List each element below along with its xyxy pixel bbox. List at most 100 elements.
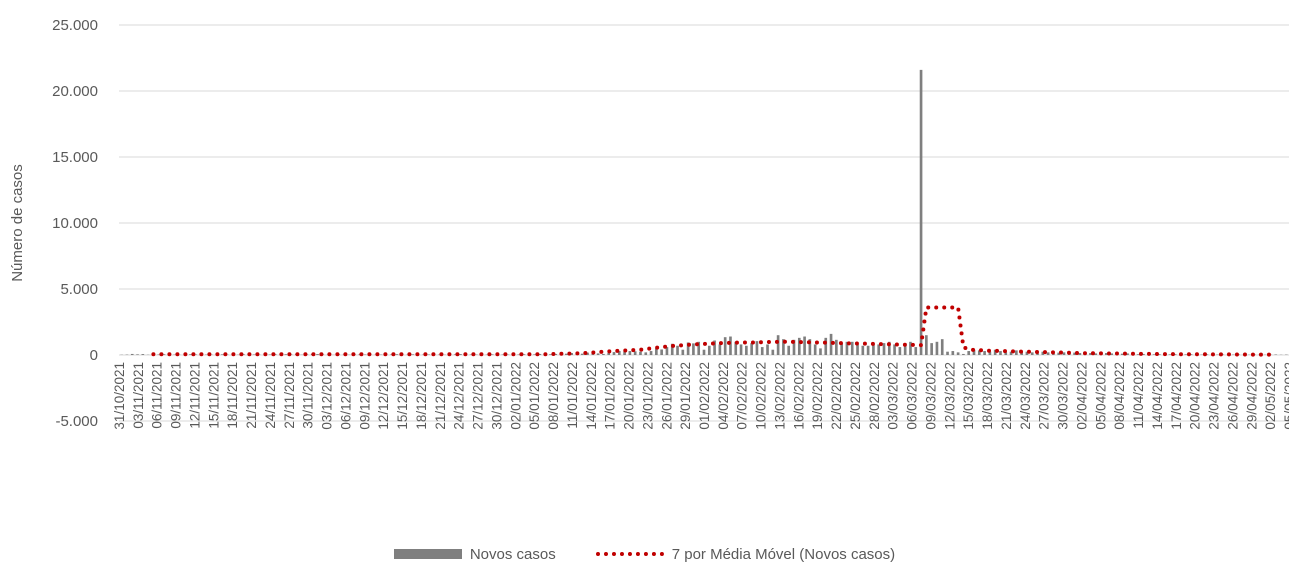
x-tick-label: 15/11/2021	[206, 362, 221, 429]
x-tick-label: 17/01/2022	[603, 362, 618, 430]
x-tick-label: 12/12/2021	[376, 362, 391, 430]
bar-novos-casos	[660, 349, 663, 355]
y-tick-label: -5.000	[55, 413, 98, 430]
legend-item-novos-casos: Novos casos	[394, 546, 556, 563]
x-tick-label: 11/04/2022	[1131, 362, 1146, 429]
bar-novos-casos	[1047, 352, 1050, 355]
bar-novos-casos	[999, 351, 1002, 355]
bar-novos-casos	[1274, 354, 1277, 355]
bar-novos-casos	[750, 343, 753, 355]
bar-novos-casos	[602, 354, 605, 355]
bar-novos-casos	[777, 335, 780, 355]
bar-novos-casos	[364, 354, 367, 355]
legend-label-media-movel: 7 por Média Móvel (Novos casos)	[672, 546, 895, 563]
bar-novos-casos	[851, 342, 854, 355]
bar-novos-casos	[131, 354, 134, 355]
x-tick-label: 15/03/2022	[961, 362, 976, 430]
x-tick-label: 18/03/2022	[980, 362, 995, 430]
bar-novos-casos	[316, 354, 319, 355]
bar-novos-casos	[1079, 353, 1082, 355]
bar-novos-casos	[962, 354, 965, 355]
bar-novos-casos	[412, 354, 415, 355]
bar-novos-casos	[936, 342, 939, 355]
x-tick-label: 21/11/2021	[244, 362, 259, 429]
x-tick-label: 27/03/2022	[1037, 362, 1052, 430]
y-tick-label: 25.000	[52, 17, 98, 34]
x-tick-label: 03/11/2021	[131, 362, 146, 429]
bar-novos-casos	[899, 347, 902, 355]
x-tick-label: 11/01/2022	[565, 362, 580, 429]
x-tick-label: 14/01/2022	[584, 362, 599, 430]
x-tick-label: 07/02/2022	[735, 362, 750, 430]
x-tick-label: 06/11/2021	[150, 362, 165, 429]
bar-novos-casos	[1184, 354, 1187, 355]
x-tick-label: 30/03/2022	[1056, 362, 1071, 430]
bar-novos-casos	[1015, 350, 1018, 355]
bar-novos-casos	[1063, 352, 1066, 355]
bar-novos-casos	[581, 354, 584, 355]
bar-novos-casos	[719, 344, 722, 355]
x-tick-label: 12/11/2021	[187, 362, 202, 429]
x-tick-label: 10/02/2022	[754, 362, 769, 430]
bar-novos-casos	[142, 354, 145, 355]
y-tick-label: 0	[90, 347, 98, 364]
bar-novos-casos	[269, 354, 272, 355]
bar-novos-casos	[396, 354, 399, 355]
bar-novos-casos	[708, 346, 711, 355]
x-tick-label: 06/03/2022	[905, 362, 920, 430]
bar-novos-casos	[745, 346, 748, 355]
x-tick-label: 21/12/2021	[433, 362, 448, 430]
bar-novos-casos	[565, 354, 568, 355]
bar-novos-casos	[814, 344, 817, 355]
bar-novos-casos	[766, 344, 769, 355]
x-tick-label: 27/12/2021	[471, 362, 486, 430]
bar-novos-casos	[946, 352, 949, 355]
bar-novos-casos	[867, 346, 870, 355]
x-tick-label: 03/12/2021	[320, 362, 335, 430]
bar-novos-casos	[952, 351, 955, 355]
bar-novos-casos	[692, 343, 695, 355]
bar-novos-casos	[862, 346, 865, 355]
bar-novos-casos	[253, 354, 256, 355]
bar-novos-casos	[703, 350, 706, 355]
bar-novos-casos	[644, 352, 647, 355]
x-tick-label: 25/02/2022	[848, 362, 863, 430]
bar-novos-casos	[740, 344, 743, 355]
bar-novos-casos	[629, 351, 632, 355]
y-tick-label: 5.000	[60, 281, 98, 298]
x-tick-label: 21/03/2022	[999, 362, 1014, 430]
x-tick-label: 20/01/2022	[622, 362, 637, 430]
x-tick-label: 26/01/2022	[659, 362, 674, 430]
x-tick-label: 12/03/2022	[942, 362, 957, 430]
y-tick-label: 10.000	[52, 215, 98, 232]
bar-novos-casos	[634, 351, 637, 355]
bar-novos-casos	[724, 337, 727, 355]
x-tick-label: 18/12/2021	[414, 362, 429, 430]
bar-novos-casos	[189, 354, 192, 355]
x-tick-label: 20/04/2022	[1188, 362, 1203, 430]
bar-novos-casos	[914, 347, 917, 355]
x-tick-label: 17/04/2022	[1169, 362, 1184, 430]
bar-novos-casos	[756, 341, 759, 355]
x-tick-label: 03/03/2022	[886, 362, 901, 430]
bar-novos-casos	[930, 343, 933, 355]
bar-novos-casos	[877, 344, 880, 355]
bar-novos-casos	[427, 354, 430, 355]
legend-item-media-movel: 7 por Média Móvel (Novos casos)	[596, 546, 895, 563]
x-tick-label: 09/12/2021	[357, 362, 372, 430]
x-tick-label: 16/02/2022	[791, 362, 806, 430]
x-tick-label: 02/05/2022	[1263, 362, 1278, 430]
bar-novos-casos	[819, 348, 822, 355]
x-tick-label: 15/12/2021	[395, 362, 410, 430]
bar-novos-casos	[676, 346, 679, 355]
x-tick-label: 29/01/2022	[678, 362, 693, 430]
bar-novos-casos	[1153, 354, 1156, 355]
bar-novos-casos	[941, 339, 944, 355]
x-tick-label: 08/04/2022	[1112, 362, 1127, 430]
x-tick-label: 24/11/2021	[263, 362, 278, 429]
x-tick-label: 18/11/2021	[225, 362, 240, 429]
bar-novos-casos	[549, 354, 552, 355]
bar-novos-casos	[1169, 354, 1172, 355]
